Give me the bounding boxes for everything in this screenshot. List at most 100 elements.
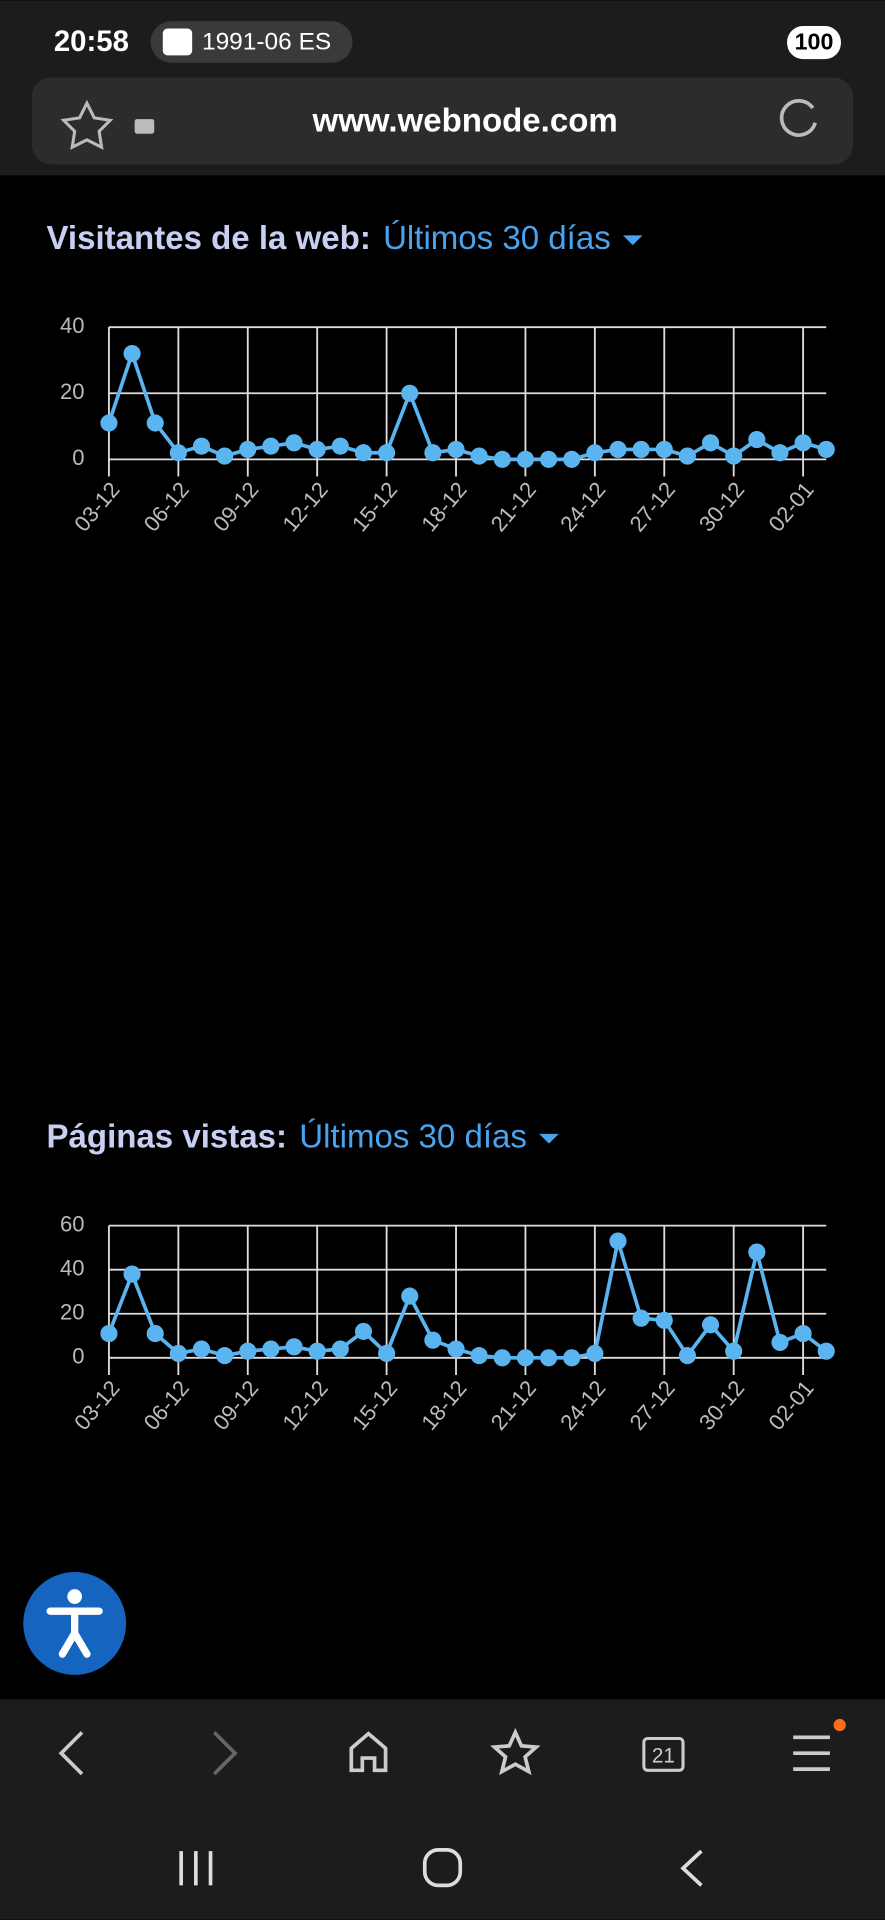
point [678, 1347, 696, 1365]
menu-badge [833, 1718, 846, 1732]
point [447, 440, 465, 459]
point [655, 440, 673, 459]
x-tick-label: 18-12 [416, 1376, 471, 1435]
point [748, 1243, 766, 1261]
home-system-button[interactable] [422, 1848, 463, 1888]
battery [787, 26, 841, 60]
chart-title: Visitantes de la web: [47, 220, 371, 257]
time: 20:58 [54, 25, 129, 58]
point [540, 450, 558, 468]
battery-level: 100 [795, 28, 834, 54]
point [655, 1311, 673, 1329]
notification-text: 1991-06 ES [202, 29, 331, 56]
x-tick-label: 03-12 [69, 477, 124, 536]
point [632, 440, 650, 459]
url[interactable]: www.webnode.com [312, 102, 618, 139]
point [331, 437, 349, 455]
point [771, 1333, 789, 1351]
x-tick-label: 12-12 [277, 477, 332, 536]
point [354, 444, 373, 462]
point [401, 1287, 419, 1305]
point [493, 1349, 511, 1367]
point [447, 1340, 465, 1358]
point [262, 437, 280, 455]
url-bar[interactable] [31, 77, 854, 165]
point [493, 450, 511, 468]
dropdown-arrow [539, 1133, 559, 1144]
system-back-button[interactable] [680, 1849, 703, 1887]
point [771, 444, 789, 462]
menu-button[interactable] [793, 1735, 830, 1771]
x-tick-label: 30-12 [694, 477, 749, 536]
point [192, 1340, 211, 1358]
point [470, 447, 488, 465]
point [609, 1232, 627, 1250]
point [354, 1322, 373, 1340]
point [308, 440, 326, 459]
point [146, 414, 164, 432]
y-tick-label: 40 [60, 1256, 85, 1281]
x-tick-label: 15-12 [347, 1376, 402, 1435]
chart-title: Páginas vistas: [47, 1118, 288, 1155]
point [817, 440, 835, 459]
point [216, 1347, 234, 1365]
point [378, 444, 396, 462]
line [107, 1240, 828, 1360]
point [100, 1325, 118, 1343]
point [123, 345, 141, 363]
point [748, 430, 766, 449]
notification-chip [150, 21, 353, 63]
point [516, 1349, 535, 1367]
x-tick-label: 24-12 [555, 1376, 610, 1435]
period-selector[interactable]: Últimos 30 días [299, 1117, 527, 1155]
x-tick-label: 02-01 [763, 477, 818, 536]
point [424, 1331, 442, 1349]
point [146, 1325, 164, 1343]
bottom-bar [0, 1699, 885, 1920]
point [123, 1265, 141, 1283]
point [586, 1344, 604, 1362]
point [794, 434, 812, 452]
point [308, 1342, 326, 1360]
x-tick-label: 27-12 [625, 477, 680, 536]
x-tick-label: 21-12 [486, 477, 541, 536]
point [701, 434, 720, 452]
period-selector[interactable]: Últimos 30 días [383, 219, 611, 257]
x-tick-label: 15-12 [347, 477, 402, 536]
point [563, 1349, 581, 1367]
bookmarks-button[interactable] [490, 1727, 541, 1776]
point [586, 444, 604, 462]
point [169, 1344, 187, 1362]
point [239, 1342, 257, 1360]
bookmark-icon[interactable] [60, 99, 114, 150]
point [239, 440, 257, 459]
x-tick-label: 30-12 [694, 1376, 749, 1435]
reload-icon[interactable] [779, 98, 817, 137]
x-tick-label: 18-12 [416, 477, 471, 536]
point [794, 1325, 812, 1343]
y-tick-label: 0 [72, 1344, 84, 1369]
tabs-button[interactable] [642, 1736, 685, 1772]
back-button[interactable] [58, 1731, 84, 1776]
point [424, 444, 442, 462]
y-tick-label: 60 [60, 1211, 85, 1236]
point [470, 1347, 488, 1365]
dropdown-arrow [622, 235, 643, 246]
x-tick-label: 24-12 [555, 477, 610, 536]
point [169, 444, 187, 462]
point [632, 1309, 650, 1327]
point [725, 447, 743, 465]
home-button[interactable] [349, 1731, 388, 1773]
recents-button[interactable] [179, 1851, 213, 1886]
point [285, 1338, 303, 1356]
x-tick-label: 06-12 [139, 477, 194, 536]
x-tick-label: 12-12 [277, 1376, 332, 1435]
y-tick-label: 40 [60, 313, 85, 338]
x-tick-label: 27-12 [625, 1376, 680, 1435]
point [725, 1342, 743, 1360]
point [609, 440, 627, 459]
forward-button[interactable] [212, 1731, 238, 1776]
point [401, 384, 419, 402]
lock-icon [134, 119, 155, 134]
